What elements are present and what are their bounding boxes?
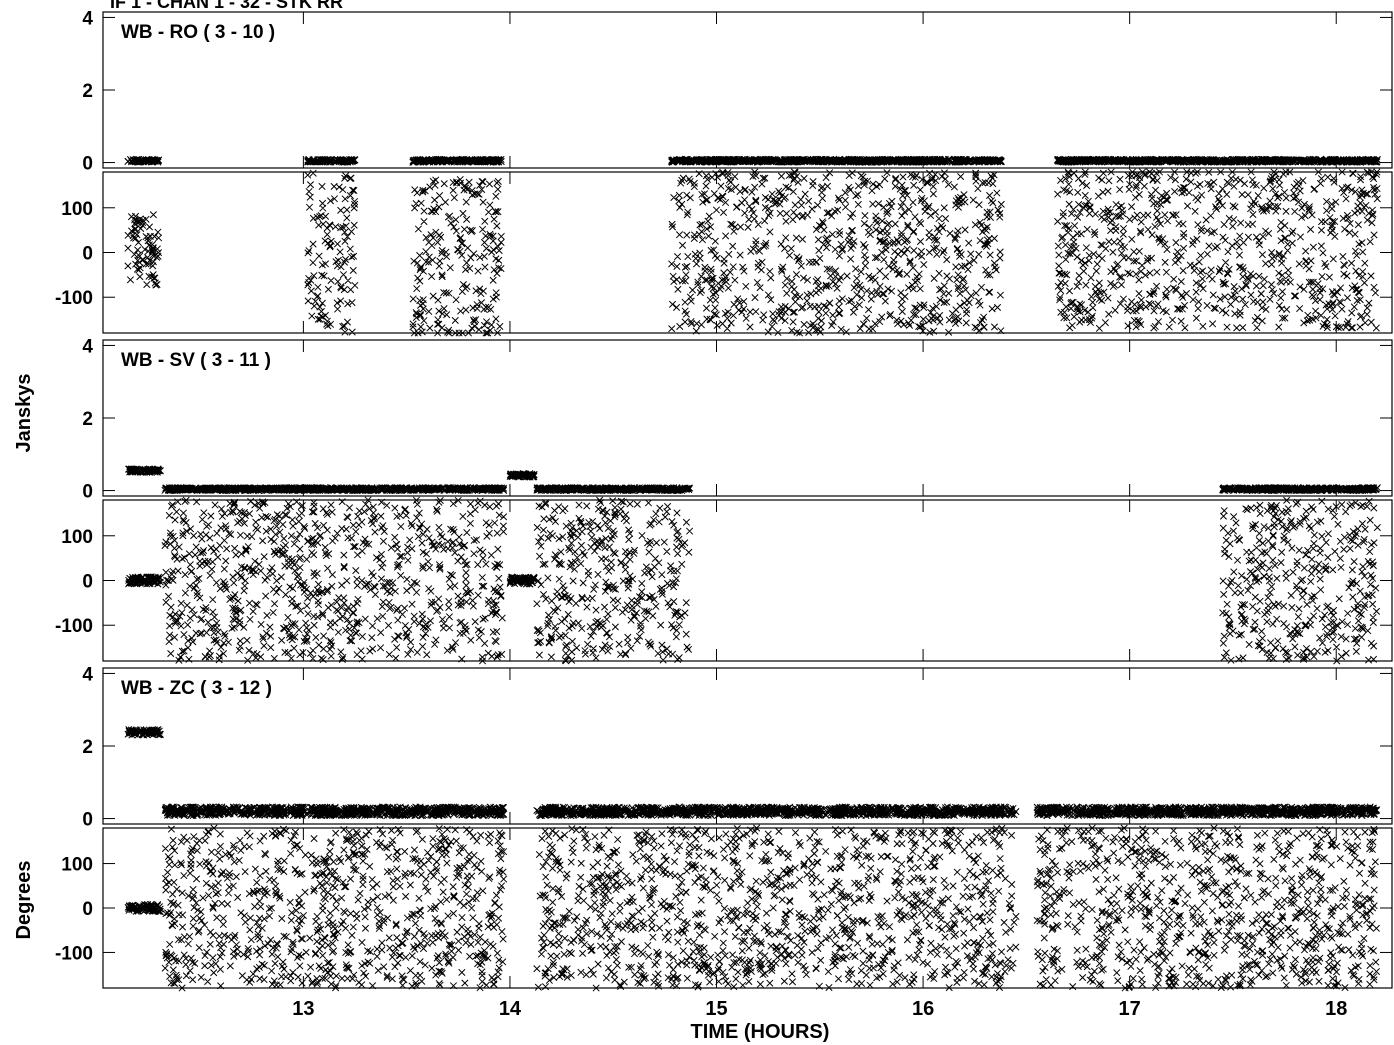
- panel-title: WB - RO ( 3 - 10 ): [121, 22, 275, 43]
- phase-tick-label: 0: [82, 572, 93, 593]
- phase-points: [124, 824, 1381, 992]
- phase-tick-label: -100: [55, 288, 93, 309]
- x-tick-label: 17: [1119, 998, 1141, 1020]
- amp-tick-label: 4: [82, 336, 93, 357]
- y-axis-label-amplitude: Janskys: [13, 374, 35, 453]
- amp-tick-label: 0: [82, 482, 93, 503]
- phase-points: [124, 168, 1381, 337]
- amp-tick-label: 4: [82, 664, 93, 685]
- panel-1: WB - RO ( 3 - 10 ) 0 2 4 -100 0 100: [55, 8, 1393, 337]
- panel-title: WB - SV ( 3 - 11 ): [121, 350, 271, 371]
- panel-3: WB - ZC ( 3 - 12 ) 0 2 4 -100 0 100: [55, 664, 1393, 992]
- x-axis-label: TIME (HOURS): [691, 1021, 830, 1043]
- x-tick-label: 16: [912, 998, 934, 1020]
- amplitude-frame: [102, 11, 1393, 169]
- amplitude-points: [124, 155, 1381, 166]
- amplitude-frame: [102, 339, 1393, 497]
- phase-tick-label: 100: [61, 527, 93, 548]
- amp-tick-label: 2: [82, 737, 93, 758]
- y-axis-label-phase: Degrees: [13, 861, 35, 940]
- phase-tick-label: -100: [55, 943, 93, 964]
- amp-tick-label: 2: [82, 81, 93, 102]
- amplitude-points: [124, 725, 1381, 820]
- phase-points: [125, 496, 1381, 665]
- amp-tick-label: 0: [82, 154, 93, 175]
- phase-tick-label: 100: [61, 199, 93, 220]
- x-tick-label: 15: [705, 998, 727, 1020]
- amplitude-points: [125, 465, 1381, 495]
- x-tick-label: 18: [1325, 998, 1347, 1020]
- phase-tick-label: 0: [82, 899, 93, 920]
- amp-tick-label: 2: [82, 409, 93, 430]
- panel-title: WB - ZC ( 3 - 12 ): [121, 678, 272, 699]
- plot-title: IF 1 - CHAN 1 - 32 - STK RR: [110, 0, 343, 12]
- phase-tick-label: 100: [61, 855, 93, 876]
- panel-2: WB - SV ( 3 - 11 ) 0 2 4 -100 0 100: [55, 336, 1393, 665]
- phase-tick-label: 0: [82, 244, 93, 265]
- x-tick-label: 13: [292, 998, 314, 1020]
- amp-tick-label: 4: [82, 8, 93, 29]
- phase-tick-label: -100: [55, 616, 93, 637]
- amp-tick-label: 0: [82, 810, 93, 831]
- x-tick-label: 14: [499, 998, 522, 1020]
- amplitude-frame: [102, 667, 1393, 825]
